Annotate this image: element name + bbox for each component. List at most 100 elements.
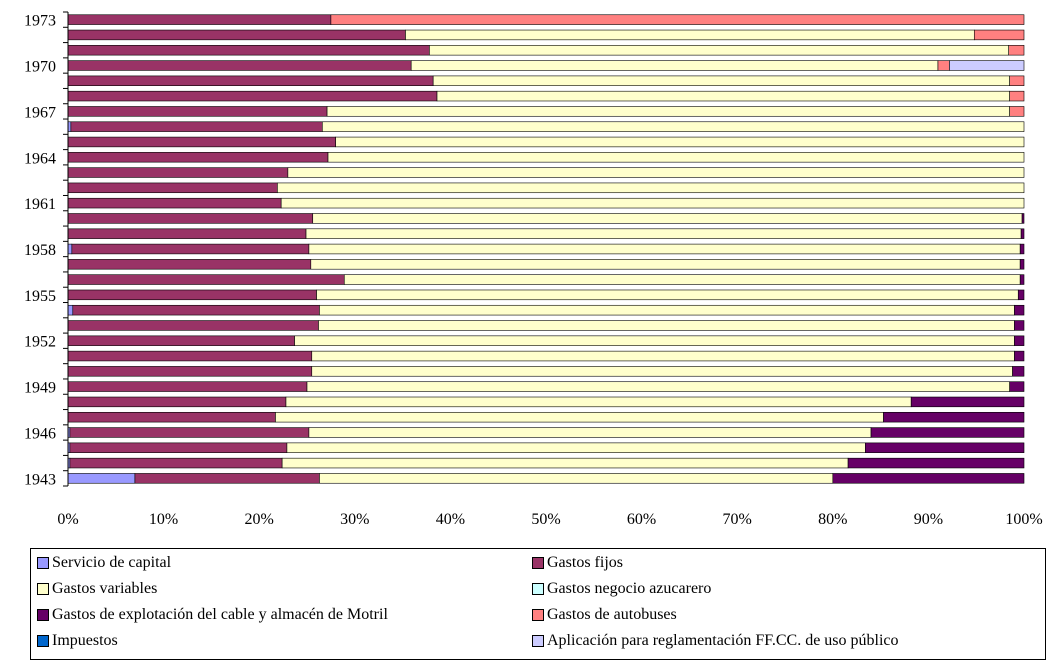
legend-label: Impuestos (52, 632, 118, 649)
axes-group (63, 11, 69, 487)
bar-1955-series-1 (67, 289, 317, 301)
bar-1958-series-1 (71, 243, 310, 255)
bar-1944-series-4 (847, 457, 1025, 469)
bar-1956-series-1 (67, 274, 345, 285)
bar-1965-series-2 (335, 136, 1025, 148)
bar-1955-series-2 (316, 289, 1019, 301)
bar-1947-series-4 (883, 411, 1025, 423)
bar-1966-series-1 (70, 121, 323, 132)
y-tick-label: 1946 (24, 425, 56, 442)
bar-1962-series-1 (67, 182, 278, 194)
bar-1953-series-2 (318, 320, 1015, 331)
bar-1957-series-1 (67, 259, 312, 270)
y-tick-label: 1967 (24, 104, 56, 121)
legend-label: Aplicación para reglamentación FF.CC. de… (547, 632, 899, 649)
y-tick-label: 1964 (24, 150, 56, 167)
bar-1968-series-1 (67, 90, 438, 102)
legend-label: Gastos negocio azucarero (547, 580, 712, 597)
bar-1944-series-1 (69, 457, 283, 469)
x-tick-label: 20% (245, 511, 274, 528)
bar-1949-series-2 (306, 381, 1010, 392)
bar-1959-series-1 (67, 228, 307, 239)
bar-1954-series-1 (72, 304, 320, 316)
legend-swatch (37, 557, 49, 569)
bar-1943-series-4 (832, 473, 1025, 484)
bar-1946-series-1 (69, 427, 310, 438)
bar-1951-series-4 (1014, 350, 1025, 362)
bar-1969-series-1 (67, 75, 434, 87)
legend-label: Gastos de autobuses (547, 606, 677, 623)
bar-1970-series-1 (67, 60, 412, 71)
legend-swatch (532, 583, 544, 595)
y-tick-label: 1961 (24, 196, 56, 213)
bar-1967-series-2 (326, 106, 1010, 117)
y-tick-label: 1970 (24, 59, 56, 76)
y-tick-label: 1955 (24, 288, 56, 305)
bar-1965-series-1 (67, 136, 336, 148)
bar-1946-series-2 (308, 427, 872, 438)
bar-1968-series-5 (1009, 90, 1025, 102)
bar-1958-series-4 (1019, 243, 1025, 255)
bar-1956-series-4 (1019, 274, 1025, 285)
bar-1959-series-2 (305, 228, 1022, 239)
bar-1953-series-1 (67, 320, 319, 331)
y-tick-label: 1952 (24, 334, 56, 351)
bar-1943-series-0 (67, 473, 136, 484)
bar-1945-series-2 (286, 442, 866, 453)
bar-1954-series-2 (319, 304, 1015, 316)
bar-1970-series-2 (410, 60, 939, 71)
bar-1952-series-4 (1014, 335, 1025, 346)
x-tick-labels: 0% 10% 20% 30% 40% 50% 60% 70% 80% 90% 100% (57, 511, 1042, 528)
bar-1973-series-1 (67, 14, 332, 25)
bar-1964-series-1 (67, 152, 329, 163)
bar-1948-series-4 (910, 396, 1025, 408)
x-tick-label: 70% (723, 511, 752, 528)
bar-1957-series-2 (310, 259, 1021, 270)
bar-1970-series-5 (937, 60, 950, 71)
bar-1948-series-1 (67, 396, 287, 408)
bar-1972-series-5 (973, 29, 1025, 41)
y-tick-label: 1958 (24, 242, 56, 259)
legend-label: Gastos fijos (547, 554, 623, 571)
bar-1949-series-1 (67, 381, 308, 392)
bar-1952-series-2 (294, 335, 1015, 346)
legend-item: Gastos fijos (532, 552, 623, 574)
bar-1971-series-5 (1008, 45, 1025, 56)
x-tick-label: 90% (914, 511, 943, 528)
bar-1966-series-2 (321, 121, 1025, 132)
bar-1949-series-4 (1009, 381, 1025, 392)
legend-swatch (532, 635, 544, 647)
bar-1956-series-2 (343, 274, 1021, 285)
legend: Servicio de capital Gastos fijos Gastos va… (30, 548, 1046, 660)
legend-item: Impuestos (37, 630, 118, 652)
x-tick-label: 60% (627, 511, 656, 528)
bar-1947-series-1 (67, 411, 276, 423)
y-tick-label: 1949 (24, 380, 56, 397)
bar-1958-series-2 (308, 243, 1021, 255)
bar-1945-series-4 (864, 442, 1025, 453)
legend-label: Gastos variables (52, 580, 158, 597)
bar-1944-series-2 (281, 457, 849, 469)
bar-1972-series-2 (405, 29, 975, 41)
y-tick-label: 1943 (24, 471, 56, 488)
x-tick-label: 40% (436, 511, 465, 528)
bar-1953-series-4 (1014, 320, 1025, 331)
bar-1950-series-2 (311, 366, 1013, 377)
bar-1972-series-1 (67, 29, 406, 41)
stacked-bar-chart: 0% 10% 20% 30% 40% 50% 60% 70% 80% 90% 100% 194319… (24, 11, 1043, 528)
bar-1960-series-2 (312, 213, 1023, 224)
x-tick-label: 10% (149, 511, 178, 528)
legend-swatch (37, 635, 49, 647)
bar-1967-series-5 (1009, 106, 1025, 117)
legend-swatch (37, 583, 49, 595)
legend-swatch (532, 609, 544, 621)
y-tick-labels: 1943 1946 1949 1952 1955 1958 1961 1964 1967 1970… (24, 13, 56, 489)
y-tick-label: 1973 (24, 13, 56, 30)
legend-item: Aplicación para reglamentación FF.CC. de… (532, 630, 899, 652)
legend-swatch (37, 609, 49, 621)
x-tick-label: 100% (1005, 511, 1042, 528)
bar-1970-series-7 (949, 60, 1025, 71)
bar-1943-series-1 (134, 473, 320, 484)
bar-1957-series-4 (1019, 259, 1025, 270)
legend-item: Gastos de explotación del cable y almacé… (37, 604, 388, 626)
